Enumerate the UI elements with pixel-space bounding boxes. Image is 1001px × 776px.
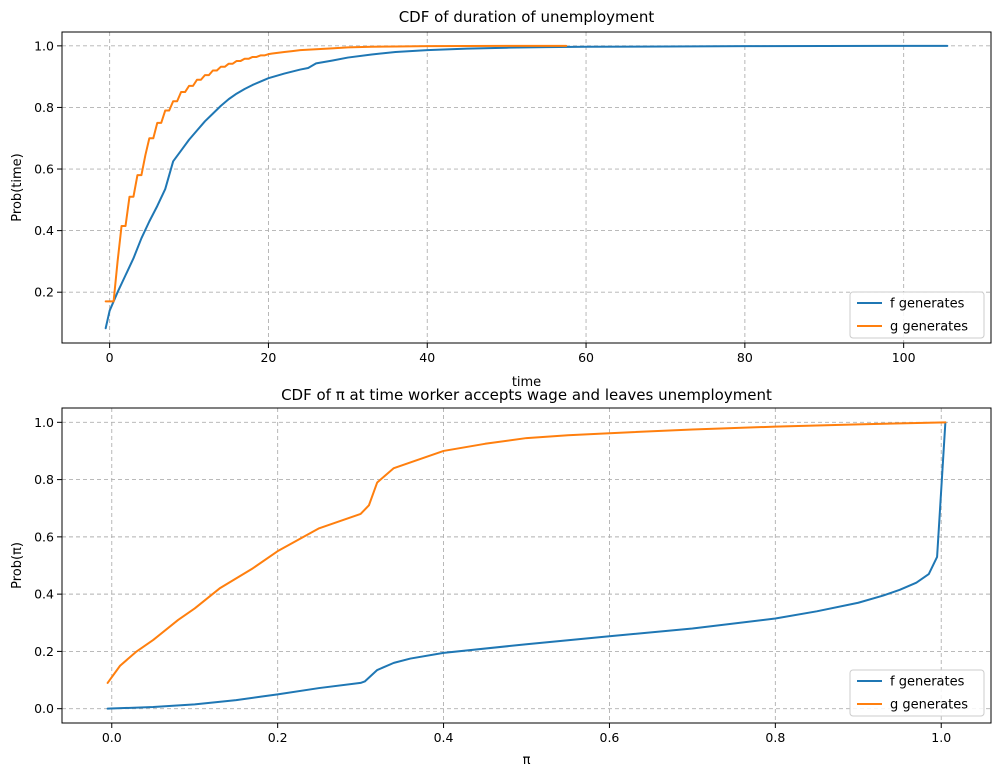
x-tick-label: 40	[419, 350, 435, 365]
series-line-f	[104, 44, 949, 330]
legend-label-f: f generates	[890, 675, 965, 690]
duration-cdf-chart: CDF of duration of unemployment 0 20 40 60 8…	[10, 8, 992, 390]
plot-area-frame	[61, 407, 992, 724]
legend-label-f: f generates	[890, 297, 965, 312]
chart-title: CDF of duration of unemployment	[399, 8, 655, 26]
x-tick-label: 80	[737, 350, 753, 365]
y-tick-label: 0.4	[34, 587, 54, 602]
series-line-f	[106, 421, 947, 710]
x-tick-label: 1.0	[931, 730, 951, 745]
legend-label-g: g generates	[890, 698, 968, 713]
x-tick-label: 0.0	[102, 730, 122, 745]
y-axis-label: Prob(time)	[10, 153, 25, 221]
plot-area-frame	[61, 31, 992, 344]
y-tick-label: 0.2	[34, 285, 54, 300]
x-axis-ticks: 0 20 40 60 80 100	[106, 343, 916, 365]
pi-cdf-chart: CDF of π at time worker accepts wage and…	[10, 386, 992, 768]
x-axis-label: π	[523, 753, 531, 768]
x-tick-label: 0.8	[765, 730, 785, 745]
chart-title: CDF of π at time worker accepts wage and…	[281, 386, 772, 404]
x-axis-ticks: 0.0 0.2 0.4 0.6 0.8 1.0	[102, 723, 951, 745]
legend-box	[849, 669, 985, 717]
x-tick-label: 100	[892, 350, 916, 365]
x-tick-label: 0.4	[434, 730, 454, 745]
y-tick-label: 0.2	[34, 644, 54, 659]
legend: f generates g generates	[849, 669, 985, 717]
x-tick-label: 0.6	[600, 730, 620, 745]
series-lines	[106, 421, 947, 710]
x-axis-label: time	[512, 375, 541, 390]
y-tick-label: 0.6	[34, 162, 54, 177]
series-line-g	[106, 421, 947, 684]
grid	[62, 408, 991, 723]
legend: f generates g generates	[849, 291, 985, 339]
y-tick-label: 0.0	[34, 701, 54, 716]
y-axis-ticks: 0.2 0.4 0.6 0.8 1.0	[34, 38, 62, 300]
y-axis-ticks: 0.0 0.2 0.4 0.6 0.8 1.0	[34, 415, 62, 716]
y-tick-label: 1.0	[34, 38, 54, 53]
series-lines	[104, 44, 949, 330]
y-tick-label: 1.0	[34, 415, 54, 430]
series-line-g	[104, 44, 568, 303]
x-tick-label: 0.2	[268, 730, 288, 745]
legend-box	[849, 291, 985, 339]
y-tick-label: 0.6	[34, 529, 54, 544]
y-axis-label: Prob(π)	[10, 542, 25, 589]
x-tick-label: 60	[578, 350, 594, 365]
y-tick-label: 0.4	[34, 223, 54, 238]
y-tick-label: 0.8	[34, 100, 54, 115]
y-tick-label: 0.8	[34, 472, 54, 487]
x-tick-label: 0	[106, 350, 114, 365]
legend-label-g: g generates	[890, 320, 968, 335]
x-tick-label: 20	[260, 350, 276, 365]
